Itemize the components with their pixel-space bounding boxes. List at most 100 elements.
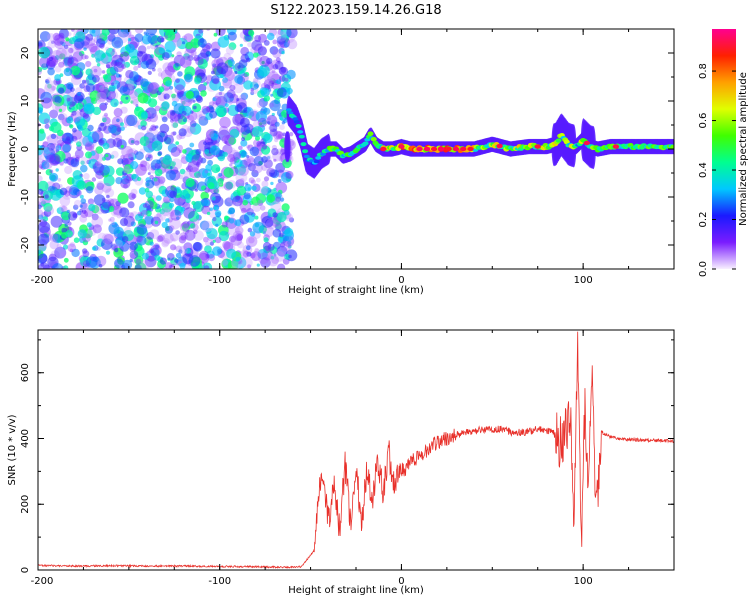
noise-blob <box>46 77 51 82</box>
noise-blob <box>110 82 115 86</box>
snr-ytick-label: 200 <box>20 495 31 514</box>
noise-blob <box>248 177 255 184</box>
noise-blob <box>94 185 104 195</box>
noise-blob <box>63 67 73 77</box>
noise-blob <box>179 150 182 154</box>
noise-blob <box>111 36 124 49</box>
noise-blob <box>128 137 136 145</box>
noise-blob <box>167 143 178 153</box>
noise-blob <box>108 84 116 92</box>
noise-blob <box>224 103 229 108</box>
noise-blob <box>112 137 123 148</box>
noise-blob <box>222 77 229 83</box>
noise-blob <box>128 192 136 200</box>
noise-blob <box>93 139 97 144</box>
noise-blob <box>208 188 212 193</box>
noise-blob <box>192 224 199 231</box>
ridge-core <box>297 130 304 134</box>
noise-blob <box>215 188 220 193</box>
noise-blob <box>154 105 161 112</box>
noise-blob <box>235 256 241 262</box>
noise-blob <box>261 156 268 163</box>
noise-blob <box>58 32 65 39</box>
noise-blob <box>55 47 67 59</box>
noise-blob <box>119 207 130 218</box>
noise-blob <box>70 158 80 168</box>
noise-blob <box>189 120 197 128</box>
noise-blob <box>154 40 158 44</box>
noise-blob <box>287 39 298 50</box>
noise-blob <box>225 181 234 190</box>
noise-blob <box>99 164 110 176</box>
noise-blob <box>276 212 287 223</box>
noise-blob <box>101 29 110 36</box>
noise-blob <box>269 124 278 133</box>
noise-blob <box>41 161 50 170</box>
noise-blob <box>91 216 103 228</box>
noise-blob <box>247 264 252 269</box>
noise-blob <box>269 46 279 55</box>
noise-blob <box>88 204 96 212</box>
noise-blob <box>281 121 286 125</box>
noise-blob <box>229 235 236 243</box>
noise-blob <box>195 188 198 192</box>
noise-blob <box>211 70 215 75</box>
ridge-core <box>370 137 377 142</box>
noise-blob <box>200 198 209 207</box>
noise-blob <box>95 161 102 168</box>
noise-blob <box>56 243 62 249</box>
noise-blob <box>180 234 187 241</box>
noise-blob <box>67 57 75 64</box>
noise-blob <box>117 158 124 165</box>
noise-blob <box>206 129 215 138</box>
noise-blob <box>215 29 226 37</box>
ridge-peak <box>534 144 541 149</box>
noise-blob <box>63 57 72 66</box>
snr-panel: -200 -100 0 100 0 200 400 600 Height of straigh… <box>7 329 675 596</box>
snr-x-label: Height of straight line (km) <box>288 585 424 596</box>
noise-blob <box>178 174 184 180</box>
noise-blob <box>151 140 163 152</box>
noise-blob <box>174 38 182 47</box>
noise-blob <box>162 155 172 165</box>
noise-blob <box>141 252 149 260</box>
noise-blob <box>240 92 249 101</box>
noise-blob <box>130 100 134 104</box>
noise-blob <box>40 262 45 267</box>
noise-blob <box>84 143 93 151</box>
noise-blob <box>120 154 125 160</box>
noise-blob <box>205 164 213 172</box>
noise-blob <box>127 201 135 209</box>
noise-blob <box>54 74 61 81</box>
noise-blob <box>223 167 234 178</box>
noise-blob <box>72 127 77 133</box>
noise-blob <box>45 79 50 84</box>
noise-blob <box>224 197 234 207</box>
noise-blob <box>275 131 284 140</box>
noise-blob <box>44 194 49 199</box>
noise-blob <box>255 110 268 123</box>
noise-blob <box>200 157 207 164</box>
noise-blob <box>175 78 180 83</box>
noise-blob <box>106 64 111 69</box>
noise-blob <box>204 169 209 174</box>
noise-blob <box>228 224 240 237</box>
noise-blob <box>245 57 251 63</box>
noise-blob <box>260 186 269 195</box>
noise-blob <box>114 248 119 253</box>
colorbar-gradient <box>712 29 736 269</box>
noise-blob <box>173 103 185 115</box>
noise-blob <box>168 202 175 208</box>
ridge-core <box>362 141 369 146</box>
chart-title: S122.2023.159.14.26.G18 <box>270 3 441 18</box>
noise-blob <box>50 133 57 139</box>
noise-blob <box>205 240 211 247</box>
noise-blob <box>105 250 111 255</box>
noise-blob <box>72 51 84 62</box>
noise-blob <box>92 162 104 174</box>
noise-blob <box>272 64 279 70</box>
noise-blob <box>280 197 285 202</box>
spectrogram-xtick-label: 0 <box>398 275 404 286</box>
noise-blob <box>232 151 241 160</box>
noise-blob <box>93 54 97 58</box>
